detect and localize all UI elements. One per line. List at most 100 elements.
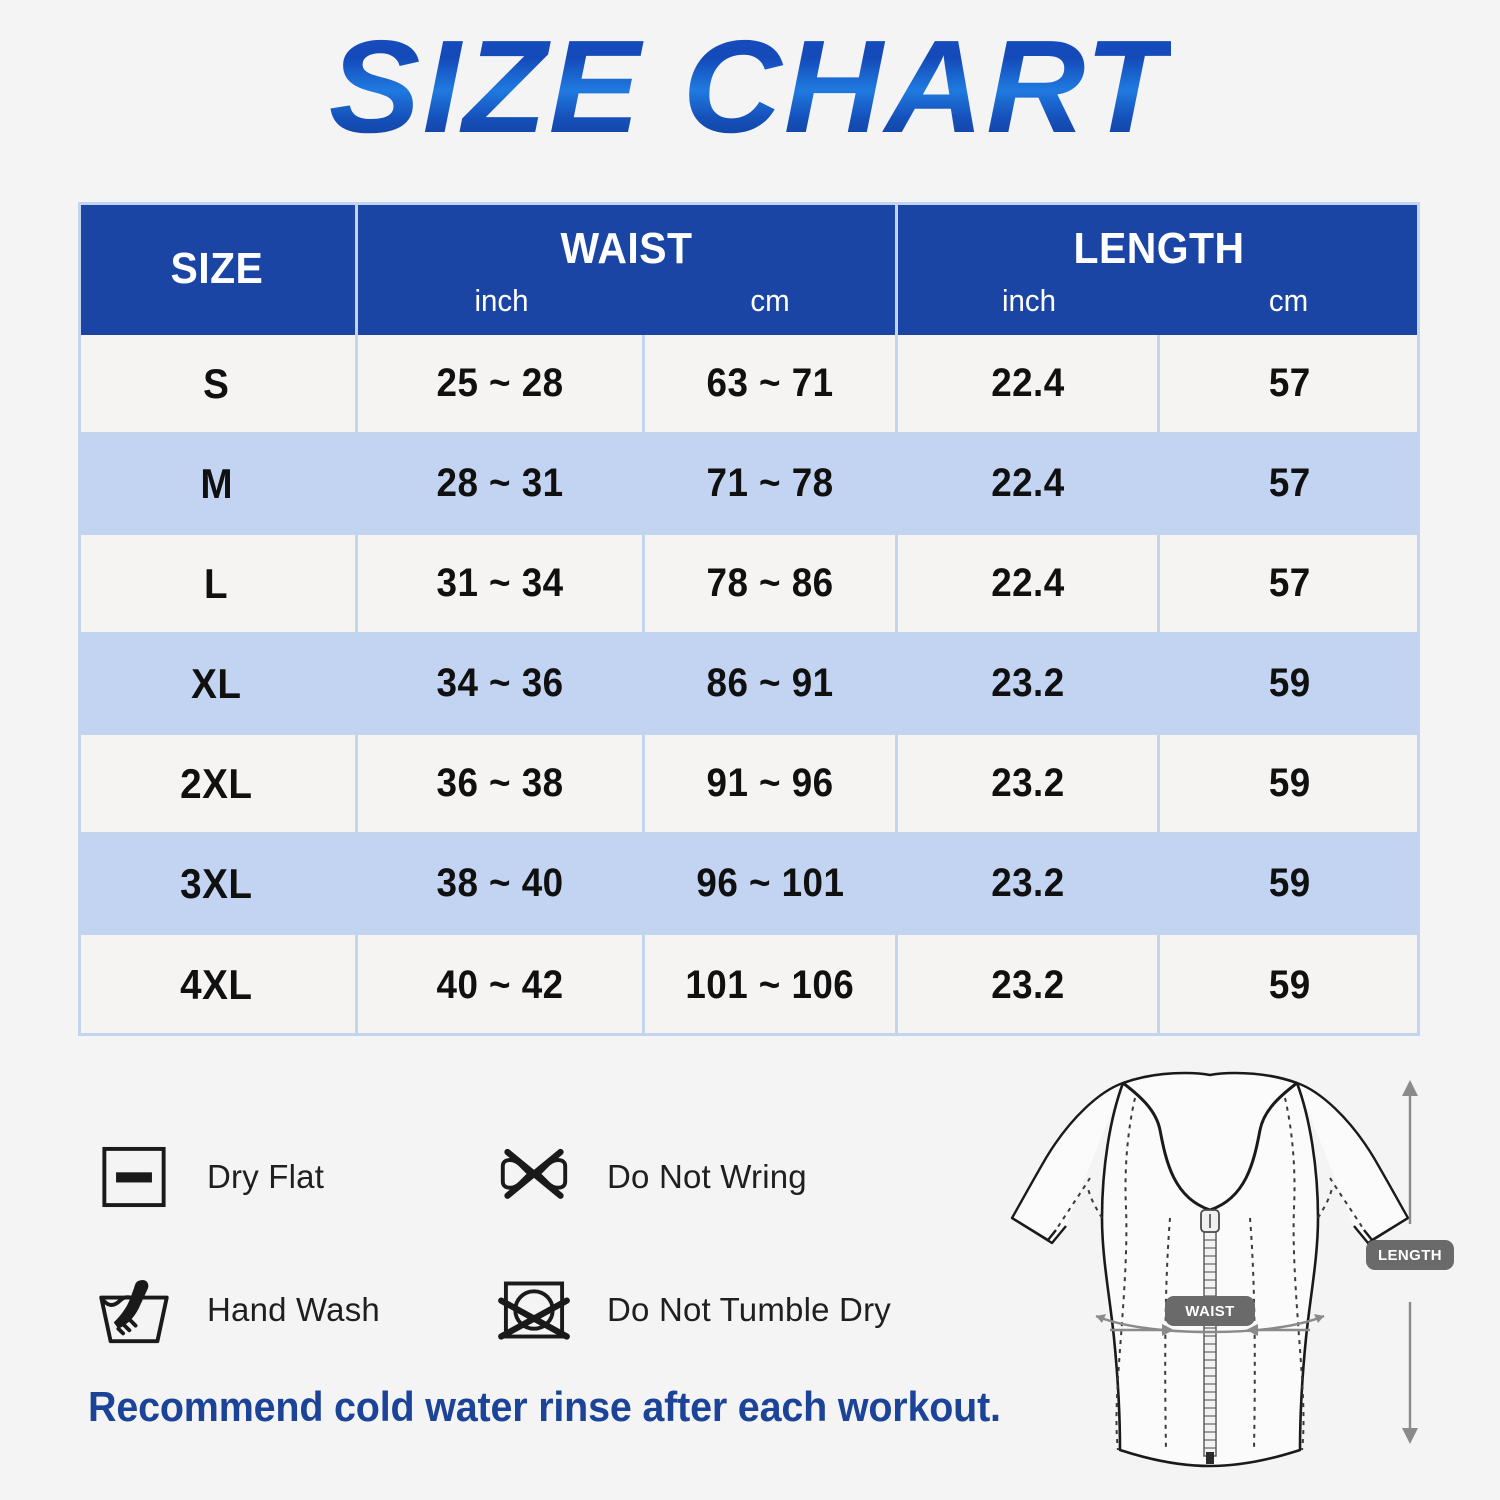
table-row: M 28 ~ 31 71 ~ 78 22.4 57 <box>78 435 1420 535</box>
header-sub-length-cm: cm <box>1268 283 1309 318</box>
page-title: SIZE CHART <box>328 13 1172 160</box>
cell-length-cm: 57 <box>1160 435 1420 535</box>
length-badge-label: LENGTH <box>1378 1247 1442 1264</box>
cell-waist-cm: 78 ~ 86 <box>645 535 898 635</box>
care-label-hand-wash: Hand Wash <box>207 1290 380 1328</box>
length-badge <box>1366 1240 1454 1270</box>
table-row: L 31 ~ 34 78 ~ 86 22.4 57 <box>78 535 1420 635</box>
care-item-do-not-tumble-dry: Do Not Tumble Dry <box>495 1243 895 1376</box>
cell-length-inch: 23.2 <box>898 635 1160 735</box>
cell-size-value: 4XL <box>180 961 253 1008</box>
cell-waist-cm-value: 71 ~ 78 <box>706 461 834 505</box>
cell-length-inch: 23.2 <box>898 735 1160 835</box>
cell-length-cm: 59 <box>1160 735 1420 835</box>
table-header-row: SIZE WAIST inch cm LENGTH inch cm <box>78 202 1420 335</box>
cell-length-cm-value: 57 <box>1269 561 1311 605</box>
care-label-do-not-tumble-dry: Do Not Tumble Dry <box>607 1290 891 1328</box>
cell-waist-inch: 25 ~ 28 <box>358 335 645 435</box>
cell-waist-inch: 36 ~ 38 <box>358 735 645 835</box>
cell-waist-cm: 71 ~ 78 <box>645 435 898 535</box>
cell-length-cm: 59 <box>1160 935 1420 1035</box>
hand-wash-icon <box>99 1279 169 1343</box>
cell-length-inch: 23.2 <box>898 835 1160 935</box>
care-item-dry-flat: Dry Flat <box>95 1110 495 1243</box>
cell-waist-cm-value: 91 ~ 96 <box>706 761 834 805</box>
cell-waist-cm: 91 ~ 96 <box>645 735 898 835</box>
cell-waist-cm-value: 63 ~ 71 <box>706 361 834 405</box>
header-cell-waist: WAIST inch cm <box>358 202 898 335</box>
cell-size-value: 3XL <box>180 859 253 907</box>
table-row: 2XL 36 ~ 38 91 ~ 96 23.2 59 <box>78 735 1420 835</box>
cell-waist-inch-value: 25 ~ 28 <box>436 361 564 405</box>
cell-waist-inch-value: 34 ~ 36 <box>436 661 564 705</box>
cell-size: S <box>78 335 358 435</box>
cell-length-inch: 22.4 <box>898 535 1160 635</box>
header-sub-waist-cm: cm <box>750 283 790 318</box>
cell-waist-cm-value: 101 ~ 106 <box>685 962 855 1007</box>
table-body: S 25 ~ 28 63 ~ 71 22.4 57 M 28 ~ 31 71 ~ 78 22.4… <box>78 335 1420 1035</box>
cell-waist-inch: 31 ~ 34 <box>358 535 645 635</box>
do-not-wring-icon <box>500 1148 568 1199</box>
cell-waist-cm: 101 ~ 106 <box>645 935 898 1035</box>
header-sub-waist-inch: inch <box>474 283 529 318</box>
cell-length-cm-value: 59 <box>1269 661 1311 705</box>
size-chart-table: SIZE WAIST inch cm LENGTH inch cm S 25 ~ … <box>78 202 1420 1035</box>
do-not-tumble-dry-icon <box>498 1281 570 1340</box>
cell-length-inch-value: 23.2 <box>990 962 1065 1007</box>
page-title-container: SIZE CHART <box>0 13 1500 160</box>
cell-size-value: XL <box>191 659 242 707</box>
cell-size-value: M <box>200 459 233 507</box>
cell-length-cm: 59 <box>1160 635 1420 735</box>
cell-length-cm: 59 <box>1160 835 1420 935</box>
header-label-waist: WAIST <box>560 224 693 273</box>
cell-length-inch-value: 23.2 <box>990 861 1065 905</box>
cell-waist-cm-value: 78 ~ 86 <box>706 561 834 605</box>
cell-size: 2XL <box>78 735 358 835</box>
cell-size: XL <box>78 635 358 735</box>
cell-size-value: S <box>203 359 230 407</box>
header-subs-length: inch cm <box>898 283 1420 319</box>
cell-length-inch: 22.4 <box>898 435 1160 535</box>
care-item-do-not-wring: Do Not Wring <box>495 1110 895 1243</box>
care-label-dry-flat: Dry Flat <box>207 1157 325 1195</box>
cell-size: M <box>78 435 358 535</box>
header-label-length: LENGTH <box>1073 224 1245 273</box>
cell-length-cm-value: 59 <box>1269 861 1311 905</box>
header-subs-waist: inch cm <box>358 283 895 319</box>
header-cell-size: SIZE <box>78 202 358 335</box>
care-instructions-section: Dry Flat Do Not Wring Hand Wash <box>95 1110 975 1376</box>
cell-length-inch-value: 23.2 <box>990 761 1065 805</box>
dry-flat-icon <box>102 1146 166 1207</box>
cell-waist-inch: 28 ~ 31 <box>358 435 645 535</box>
header-sub-length-inch: inch <box>1001 283 1057 318</box>
cell-length-cm-value: 57 <box>1269 461 1311 505</box>
cell-length-inch-value: 22.4 <box>990 561 1065 605</box>
cell-size-value: L <box>204 559 229 607</box>
cell-waist-inch-value: 40 ~ 42 <box>436 962 564 1007</box>
cell-length-inch: 23.2 <box>898 935 1160 1035</box>
cell-waist-inch: 40 ~ 42 <box>358 935 645 1035</box>
cell-size: 4XL <box>78 935 358 1035</box>
cell-waist-cm: 86 ~ 91 <box>645 635 898 735</box>
cell-length-cm-value: 59 <box>1269 962 1311 1007</box>
cell-length-cm: 57 <box>1160 335 1420 435</box>
cell-length-cm-value: 59 <box>1269 761 1311 805</box>
cell-waist-inch: 38 ~ 40 <box>358 835 645 935</box>
cell-length-inch-value: 23.2 <box>990 661 1065 705</box>
care-row-1: Dry Flat Do Not Wring <box>95 1110 975 1243</box>
care-label-do-not-wring: Do Not Wring <box>607 1157 807 1195</box>
cell-waist-inch-value: 28 ~ 31 <box>436 461 564 505</box>
care-row-2: Hand Wash Do Not Tumble Dry <box>95 1243 975 1376</box>
cell-size-value: 2XL <box>180 759 253 807</box>
cell-length-cm-value: 57 <box>1269 361 1311 405</box>
cell-waist-inch-value: 36 ~ 38 <box>436 761 564 805</box>
waist-badge-label: WAIST <box>1185 1303 1235 1320</box>
cell-waist-cm-value: 86 ~ 91 <box>706 661 834 705</box>
waist-badge <box>1165 1296 1255 1326</box>
cell-waist-cm: 96 ~ 101 <box>645 835 898 935</box>
header-cell-length: LENGTH inch cm <box>898 202 1420 335</box>
cell-waist-cm-value: 96 ~ 101 <box>696 861 844 905</box>
garment-diagram: WAIST LENGTH <box>1010 1071 1454 1468</box>
cell-length-inch-value: 22.4 <box>990 361 1065 405</box>
care-note: Recommend cold water rinse after each wo… <box>88 1383 1001 1430</box>
